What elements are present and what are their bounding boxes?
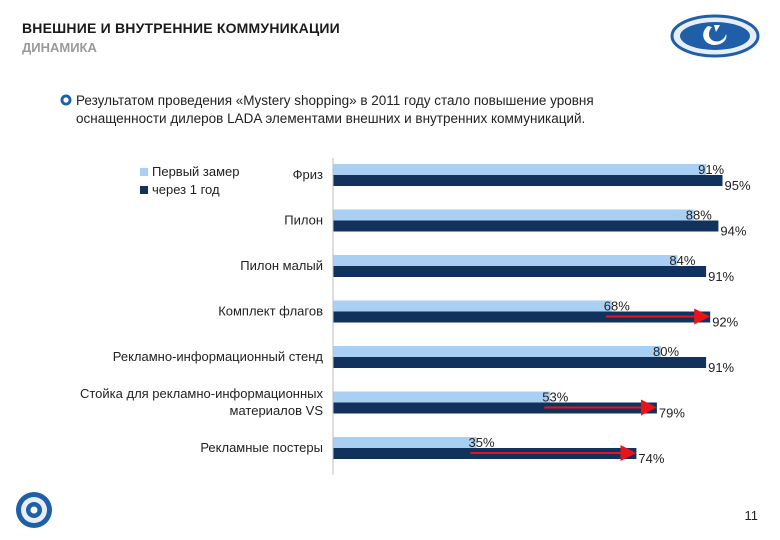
lada-logo [670,14,760,58]
bar-first-measure [333,391,551,403]
category-label: Стойка для рекламно-информационных [80,386,324,401]
bar-first-measure [333,164,707,175]
summary-text-line1: Результатом проведения «Mystery shopping… [76,93,594,108]
category-label: Пилон малый [240,258,323,273]
category-label: материалов VS [230,403,324,418]
data-label-first: 84% [669,253,695,268]
data-label-first: 53% [542,390,568,405]
bar-after-one-year [333,175,723,186]
data-label-second: 95% [725,178,751,193]
summary-bullet: Результатом проведения «Mystery shopping… [60,92,700,128]
legend-label-first: Первый замер [152,164,240,179]
category-label: Фриз [293,167,323,182]
bar-first-measure [333,209,694,221]
category-label: Комплект флагов [218,304,323,319]
page-number: 11 [744,508,759,523]
data-label-second: 74% [638,451,664,466]
data-label-second: 91% [708,360,734,375]
bar-after-one-year [333,220,719,232]
bar-after-one-year [333,266,707,277]
data-label-second: 92% [712,315,738,330]
legend-item-second: через 1 год [140,181,240,199]
data-label-first: 88% [686,208,712,223]
data-label-second: 94% [720,224,746,239]
bar-first-measure [333,300,612,312]
data-label-first: 80% [653,344,679,359]
bar-after-one-year [333,357,707,368]
bar-first-measure [333,255,678,266]
legend-label-second: через 1 год [152,182,220,197]
page-subtitle: ДИНАМИКА [22,40,97,55]
data-label-first: 68% [604,299,630,314]
legend-swatch-second [140,186,148,194]
data-label-first: 35% [469,435,495,450]
data-label-second: 79% [659,406,685,421]
data-label-first: 91% [698,162,724,177]
bar-first-measure [333,346,661,357]
footer-emblem-icon [16,492,52,528]
data-label-second: 91% [708,269,734,284]
bullet-circle-icon [60,94,72,106]
legend-swatch-first [140,168,148,176]
category-label: Рекламные постеры [200,440,323,455]
bar-first-measure [333,437,477,448]
bar-after-one-year [333,402,657,414]
summary-text-line2: оснащенности дилеров LADA элементами вне… [76,111,586,126]
legend-item-first: Первый замер [140,163,240,181]
bar-after-one-year [333,311,711,323]
page-title: ВНЕШНИЕ И ВНУТРЕННИЕ КОММУНИКАЦИИ [22,20,340,36]
category-label: Рекламно-информационный стенд [113,349,324,364]
chart-legend: Первый замер через 1 год [140,163,240,199]
category-label: Пилон [284,213,323,228]
